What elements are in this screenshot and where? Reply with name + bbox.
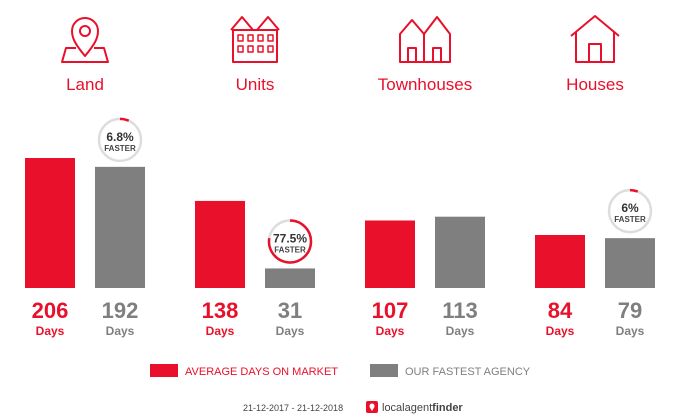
value-label: 192: [102, 298, 139, 323]
category-label: Units: [236, 75, 275, 94]
bar: [95, 166, 145, 288]
badge-word: FASTER: [614, 215, 646, 224]
legend-swatch-average: [150, 364, 178, 377]
townhouses-icon: [399, 16, 451, 63]
badge-progress-arc: [267, 219, 313, 264]
units-building-icon: [230, 16, 280, 63]
value-label: 138: [202, 298, 239, 323]
unit-label: Days: [546, 324, 575, 338]
bar: [535, 234, 585, 288]
category-labels: Land Units Townhouses Houses: [66, 75, 624, 94]
unit-label: Days: [106, 324, 135, 338]
category-label: Land: [66, 75, 104, 94]
unit-label: Days: [276, 324, 305, 338]
house-icon: [570, 15, 620, 63]
bar: [265, 268, 315, 288]
category-label: Houses: [566, 75, 624, 94]
bar: [435, 216, 485, 288]
brand-bold: finder: [432, 402, 463, 414]
value-label: 113: [442, 298, 478, 323]
badge-progress-arc: [629, 188, 639, 193]
faster-badge: 77.5%FASTER: [267, 219, 313, 264]
value-labels: 206Days192Days138Days31Days107Days113Day…: [32, 298, 645, 338]
value-label: 84: [548, 298, 573, 323]
bar: [605, 238, 655, 288]
badge-percent: 77.5%: [273, 231, 307, 245]
badge-percent: 6.8%: [106, 130, 134, 144]
value-label: 79: [618, 298, 642, 323]
unit-label: Days: [446, 324, 475, 338]
faster-badge: 6%FASTER: [607, 188, 653, 234]
date-range: 21-12-2017 - 21-12-2018: [243, 403, 343, 413]
unit-label: Days: [206, 324, 235, 338]
map-pin-icon: [61, 17, 109, 63]
brand-plain: localagent: [382, 402, 432, 414]
unit-label: Days: [616, 324, 645, 338]
legend-label-fastest: OUR FASTEST AGENCY: [405, 366, 531, 378]
category-label: Townhouses: [378, 75, 473, 94]
unit-label: Days: [36, 324, 65, 338]
faster-badge: 6.8%FASTER: [97, 117, 143, 163]
bar: [195, 200, 245, 288]
legend-swatch-fastest: [370, 364, 398, 377]
legend: AVERAGE DAYS ON MARKET OUR FASTEST AGENC…: [150, 364, 531, 378]
badge-progress-arc: [119, 117, 130, 122]
unit-label: Days: [376, 324, 405, 338]
value-label: 107: [372, 298, 409, 323]
category-icons: [61, 15, 620, 63]
value-label: 206: [32, 298, 69, 323]
localagentfinder-logo: localagentfinder: [366, 401, 463, 414]
value-label: 31: [278, 298, 302, 323]
bar: [365, 220, 415, 288]
bar: [25, 158, 75, 288]
bar-group: [25, 158, 655, 288]
brand-name: localagentfinder: [382, 402, 463, 414]
badge-word: FASTER: [274, 245, 306, 254]
legend-label-average: AVERAGE DAYS ON MARKET: [185, 366, 338, 378]
badge-word: FASTER: [104, 144, 136, 153]
footer: 21-12-2017 - 21-12-2018 localagentfinder: [243, 401, 463, 414]
badge-percent: 6%: [621, 201, 639, 215]
